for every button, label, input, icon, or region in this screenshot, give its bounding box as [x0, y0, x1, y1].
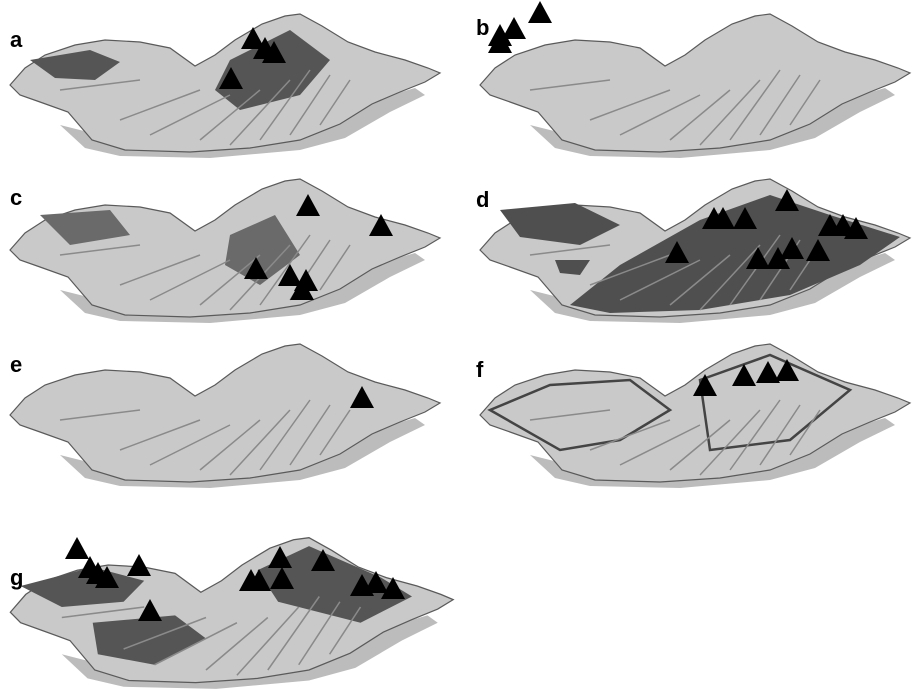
panel-label: f	[476, 357, 484, 382]
panel-label: e	[10, 352, 22, 377]
panel-b	[480, 14, 910, 158]
panel-label: a	[10, 27, 23, 52]
panel-label: b	[476, 15, 489, 40]
panel-d	[480, 179, 910, 323]
panel-g	[10, 538, 453, 689]
panel-label: d	[476, 187, 489, 212]
panel-label: g	[10, 565, 23, 590]
panel-f	[480, 344, 910, 488]
panel-c	[10, 179, 440, 323]
panel-e	[10, 344, 440, 488]
figure: a b c d e f g	[0, 0, 913, 694]
panel-label: c	[10, 185, 22, 210]
